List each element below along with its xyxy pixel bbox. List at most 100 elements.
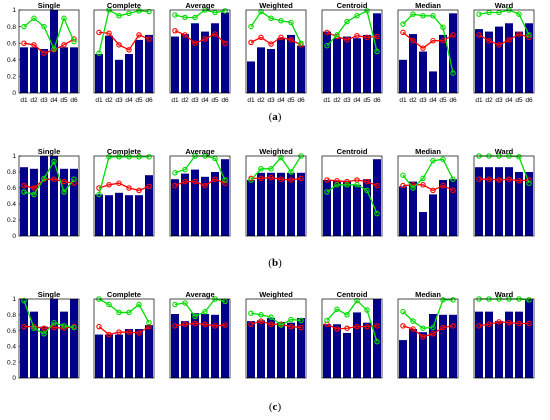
bar (429, 314, 437, 378)
panel-title: Single (38, 147, 61, 156)
bar (409, 34, 417, 93)
bar (60, 311, 68, 378)
bar (505, 311, 513, 378)
red-series-point (364, 34, 370, 41)
red-series-point (440, 182, 446, 189)
green-series-point (410, 11, 416, 17)
green-series-point (126, 309, 132, 316)
green-series-point (126, 10, 132, 17)
green-series-line (174, 298, 226, 318)
green-series-point (96, 50, 102, 56)
red-series-point (430, 187, 436, 194)
red-series-point (248, 39, 254, 46)
red-series-point (344, 178, 350, 185)
x-tick-label: d2 (257, 97, 265, 104)
bar (115, 192, 123, 236)
x-tick-label: d4 (353, 97, 361, 104)
green-series-point (324, 189, 330, 195)
red-series-point (288, 323, 294, 330)
axes-frame (397, 155, 459, 237)
bar (40, 326, 48, 378)
y-tick-label: 0.8 (7, 312, 16, 319)
red-series-point (212, 323, 218, 329)
panel-single: Single 0 0.2 0.4 0.6 0.8 1 (7, 147, 80, 240)
bar (50, 299, 58, 378)
green-series-point (420, 325, 426, 331)
bar (247, 61, 255, 93)
axes-frame (397, 9, 459, 94)
bar (20, 47, 28, 93)
red-series-point (268, 41, 274, 47)
red-series-point (31, 42, 37, 48)
x-tick-label: d1 (95, 97, 103, 104)
panel-title: Single (38, 1, 61, 10)
bar (343, 332, 351, 378)
panel-title: Median (415, 147, 441, 156)
bar (211, 23, 219, 94)
green-series-point (364, 8, 370, 14)
bar (257, 320, 265, 378)
red-series-point (440, 324, 446, 331)
green-series-point (61, 323, 67, 329)
red-series-point (374, 33, 380, 40)
red-series-point (116, 329, 122, 335)
x-tick-label: d5 (135, 97, 143, 104)
green-series-point (248, 23, 254, 30)
green-series-point (344, 18, 350, 25)
green-series-point (278, 154, 284, 161)
red-series-point (506, 319, 512, 326)
green-series-point (440, 156, 446, 162)
panel-title: Complete (107, 147, 141, 156)
red-series-point (222, 180, 228, 186)
x-tick-label: d6 (449, 97, 457, 104)
bar (115, 334, 123, 378)
red-series-point (136, 187, 142, 194)
bar (95, 194, 103, 236)
subfigure-c: Single 0 0.2 0.4 0.6 0.8 1 Complete Average Weigh… (7, 290, 535, 413)
bar (287, 322, 295, 378)
green-series-point (374, 210, 380, 217)
green-series-point (41, 331, 47, 337)
panel-ward: Ward (473, 147, 535, 237)
x-tick-label: d1 (20, 97, 28, 104)
bar (247, 321, 255, 378)
bar (50, 156, 58, 236)
green-series-point (31, 15, 37, 22)
red-series-point (324, 177, 330, 183)
green-series-point (526, 297, 532, 303)
y-tick-label: 0.8 (7, 24, 16, 31)
bar (287, 172, 295, 236)
bar (221, 159, 229, 236)
red-series-point (268, 174, 274, 181)
y-tick-label: 0.2 (7, 74, 16, 81)
red-series-point (192, 40, 198, 46)
panel-title: Centroid (337, 147, 368, 156)
bar (475, 311, 483, 378)
green-series-point (258, 166, 264, 172)
red-series-point (136, 32, 142, 38)
bar (297, 45, 305, 93)
bar (525, 299, 533, 378)
green-series-point (268, 314, 274, 320)
figure-caption: (b) (268, 257, 282, 269)
green-series-point (354, 13, 360, 19)
x-tick-label: d5 (287, 97, 295, 104)
panel-title: Centroid (337, 290, 368, 299)
panel-ward: Ward (473, 290, 535, 379)
x-tick-label: d2 (409, 97, 417, 104)
axes-frame (397, 298, 459, 379)
green-series-line (98, 298, 150, 324)
panel-complete: Complete (93, 147, 155, 237)
red-series-point (506, 176, 512, 182)
panel-title: Ward (495, 1, 514, 10)
bar (30, 168, 38, 236)
bar (95, 334, 103, 378)
red-series-point (96, 323, 102, 330)
x-tick-label: d1 (475, 97, 483, 104)
x-tick-label: d5 (60, 97, 68, 104)
axes-frame (245, 155, 307, 237)
panel-centroid: Centroid (321, 290, 383, 379)
red-series-point (182, 178, 188, 185)
panel-median: Median (397, 147, 459, 237)
red-series-point (476, 323, 482, 329)
